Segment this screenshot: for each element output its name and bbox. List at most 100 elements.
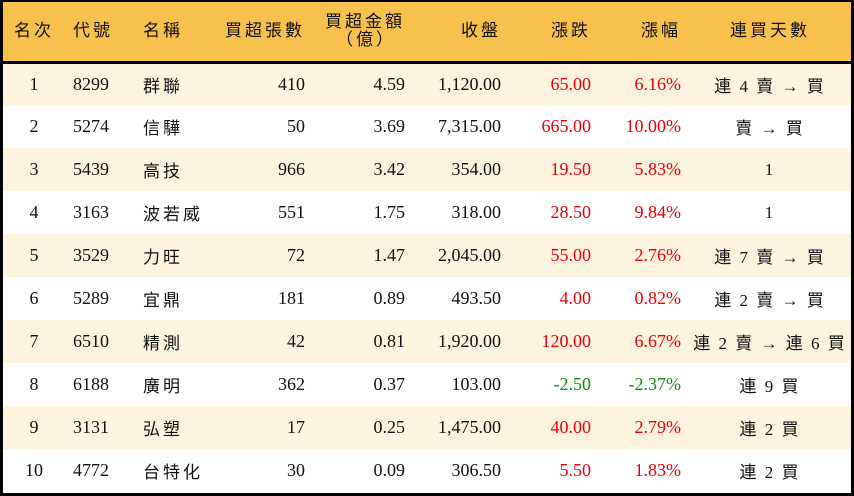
cell-consecutive-days: 連 2 賣 → 連 6 買	[693, 334, 847, 353]
cell-net-buy-lots: 72	[287, 245, 305, 265]
cell-consecutive-days: 連 2 買	[739, 463, 801, 482]
cell-close: 306.50	[451, 460, 502, 480]
cell-net-buy-amount: 0.09	[373, 460, 406, 480]
cell-code: 5274	[73, 116, 109, 136]
cell-consecutive-days: 連 4 賣 → 買	[714, 76, 826, 96]
cell-change-pct: 6.16%	[634, 73, 682, 94]
cell-change: -2.50	[553, 374, 592, 394]
cell-close: 1,475.00	[438, 417, 501, 437]
cell-close: 1,120.00	[438, 73, 501, 94]
cell-consecutive-days: 連 7 賣 → 買	[714, 248, 826, 267]
cell-net-buy-amount: 0.37	[373, 374, 406, 394]
cell-consecutive-days: 賣 → 買	[735, 119, 805, 138]
cell-change-pct: 10.00%	[625, 116, 682, 136]
cell-change-pct: 2.76%	[634, 245, 682, 265]
cell-close: 1,920.00	[438, 331, 501, 351]
header-close[interactable]: 收盤	[413, 2, 509, 64]
cell-code: 3163	[73, 202, 109, 222]
cell-name: 波若威	[143, 205, 203, 224]
cell-net-buy-amount: 1.75	[373, 202, 406, 222]
cell-net-buy-lots: 362	[278, 374, 305, 394]
header-consecutive-days[interactable]: 連買天數	[689, 2, 851, 64]
cell-name: 高技	[143, 162, 183, 181]
cell-change: 19.50	[550, 159, 592, 179]
cell-consecutive-days: 1	[764, 159, 776, 179]
cell-net-buy-amount: 1.47	[373, 245, 406, 265]
cell-close: 103.00	[451, 374, 502, 394]
header-code[interactable]: 代號	[65, 2, 135, 64]
table-row[interactable]: 10 4772 台特化 30 0.09 306.50 5.50 1.83% 連 …	[3, 449, 851, 492]
cell-name: 精測	[143, 334, 183, 353]
header-net-buy-amount[interactable]: 買超金額 （億）	[313, 2, 413, 64]
net-buy-ranking-table: 名次 代號 名稱 買超張數 買超金額 （億） 收盤 漲跌 漲幅 連買天數 1 8…	[3, 2, 851, 492]
cell-change-pct: 9.84%	[634, 202, 682, 222]
cell-close: 318.00	[451, 202, 502, 222]
cell-name: 宜鼎	[143, 291, 183, 310]
cell-net-buy-lots: 410	[278, 73, 305, 94]
cell-consecutive-days: 1	[764, 202, 776, 222]
cell-net-buy-lots: 551	[278, 202, 305, 222]
cell-close: 493.50	[451, 288, 502, 308]
cell-change: 120.00	[541, 331, 592, 351]
table-row[interactable]: 2 5274 信驊 50 3.69 7,315.00 665.00 10.00%…	[3, 105, 851, 148]
cell-name: 弘塑	[143, 420, 183, 439]
table-row[interactable]: 9 3131 弘塑 17 0.25 1,475.00 40.00 2.79% 連…	[3, 406, 851, 449]
cell-change-pct: -2.37%	[628, 374, 682, 394]
cell-code: 6188	[73, 374, 109, 394]
cell-close: 354.00	[451, 159, 502, 179]
header-net-buy-amount-line2: （億）	[336, 30, 396, 50]
cell-code: 3131	[73, 417, 109, 437]
table-row[interactable]: 4 3163 波若威 551 1.75 318.00 28.50 9.84% 1	[3, 191, 851, 234]
cell-change: 665.00	[541, 116, 592, 136]
cell-net-buy-amount: 3.69	[373, 116, 406, 136]
cell-name: 力旺	[143, 248, 183, 267]
cell-close: 7,315.00	[438, 116, 501, 136]
table-row[interactable]: 3 5439 高技 966 3.42 354.00 19.50 5.83% 1	[3, 148, 851, 191]
cell-change: 40.00	[550, 417, 592, 437]
cell-code: 5289	[73, 288, 109, 308]
cell-change-pct: 2.79%	[634, 417, 682, 437]
cell-rank: 8	[29, 374, 39, 394]
table-row[interactable]: 8 6188 廣明 362 0.37 103.00 -2.50 -2.37% 連…	[3, 363, 851, 406]
cell-net-buy-amount: 0.81	[373, 331, 406, 351]
cell-code: 3529	[73, 245, 109, 265]
cell-consecutive-days: 連 2 賣 → 買	[714, 291, 826, 310]
table-row[interactable]: 7 6510 精測 42 0.81 1,920.00 120.00 6.67% …	[3, 320, 851, 363]
header-change[interactable]: 漲跌	[509, 2, 599, 64]
cell-change-pct: 6.67%	[634, 331, 682, 351]
cell-rank: 10	[25, 460, 43, 480]
cell-rank: 4	[29, 202, 39, 222]
table-row[interactable]: 6 5289 宜鼎 181 0.89 493.50 4.00 0.82% 連 2…	[3, 277, 851, 320]
header-change-pct[interactable]: 漲幅	[599, 2, 689, 64]
header-net-buy-lots[interactable]: 買超張數	[215, 2, 313, 64]
cell-change: 65.00	[550, 73, 592, 94]
cell-close: 2,045.00	[438, 245, 501, 265]
cell-name: 群聯	[143, 76, 183, 96]
cell-change-pct: 5.83%	[634, 159, 682, 179]
cell-net-buy-amount: 4.59	[373, 73, 406, 94]
cell-rank: 6	[29, 288, 39, 308]
table-row[interactable]: 1 8299 群聯 410 4.59 1,120.00 65.00 6.16% …	[3, 62, 851, 105]
cell-rank: 2	[29, 116, 39, 136]
cell-code: 4772	[73, 460, 109, 480]
cell-net-buy-amount: 0.89	[373, 288, 406, 308]
header-rank[interactable]: 名次	[3, 2, 65, 64]
cell-change: 4.00	[559, 288, 592, 308]
cell-change: 28.50	[550, 202, 592, 222]
cell-code: 6510	[73, 331, 109, 351]
cell-net-buy-lots: 30	[287, 460, 305, 480]
cell-rank: 9	[29, 417, 39, 437]
cell-name: 信驊	[143, 119, 183, 138]
cell-rank: 1	[29, 73, 39, 94]
header-name[interactable]: 名稱	[135, 2, 215, 64]
cell-change-pct: 1.83%	[634, 460, 682, 480]
cell-change: 55.00	[550, 245, 592, 265]
cell-net-buy-lots: 42	[287, 331, 305, 351]
cell-name: 廣明	[143, 377, 183, 396]
cell-net-buy-lots: 17	[287, 417, 305, 437]
cell-net-buy-lots: 50	[287, 116, 305, 136]
table-row[interactable]: 5 3529 力旺 72 1.47 2,045.00 55.00 2.76% 連…	[3, 234, 851, 277]
cell-net-buy-amount: 3.42	[373, 159, 406, 179]
cell-change: 5.50	[559, 460, 592, 480]
